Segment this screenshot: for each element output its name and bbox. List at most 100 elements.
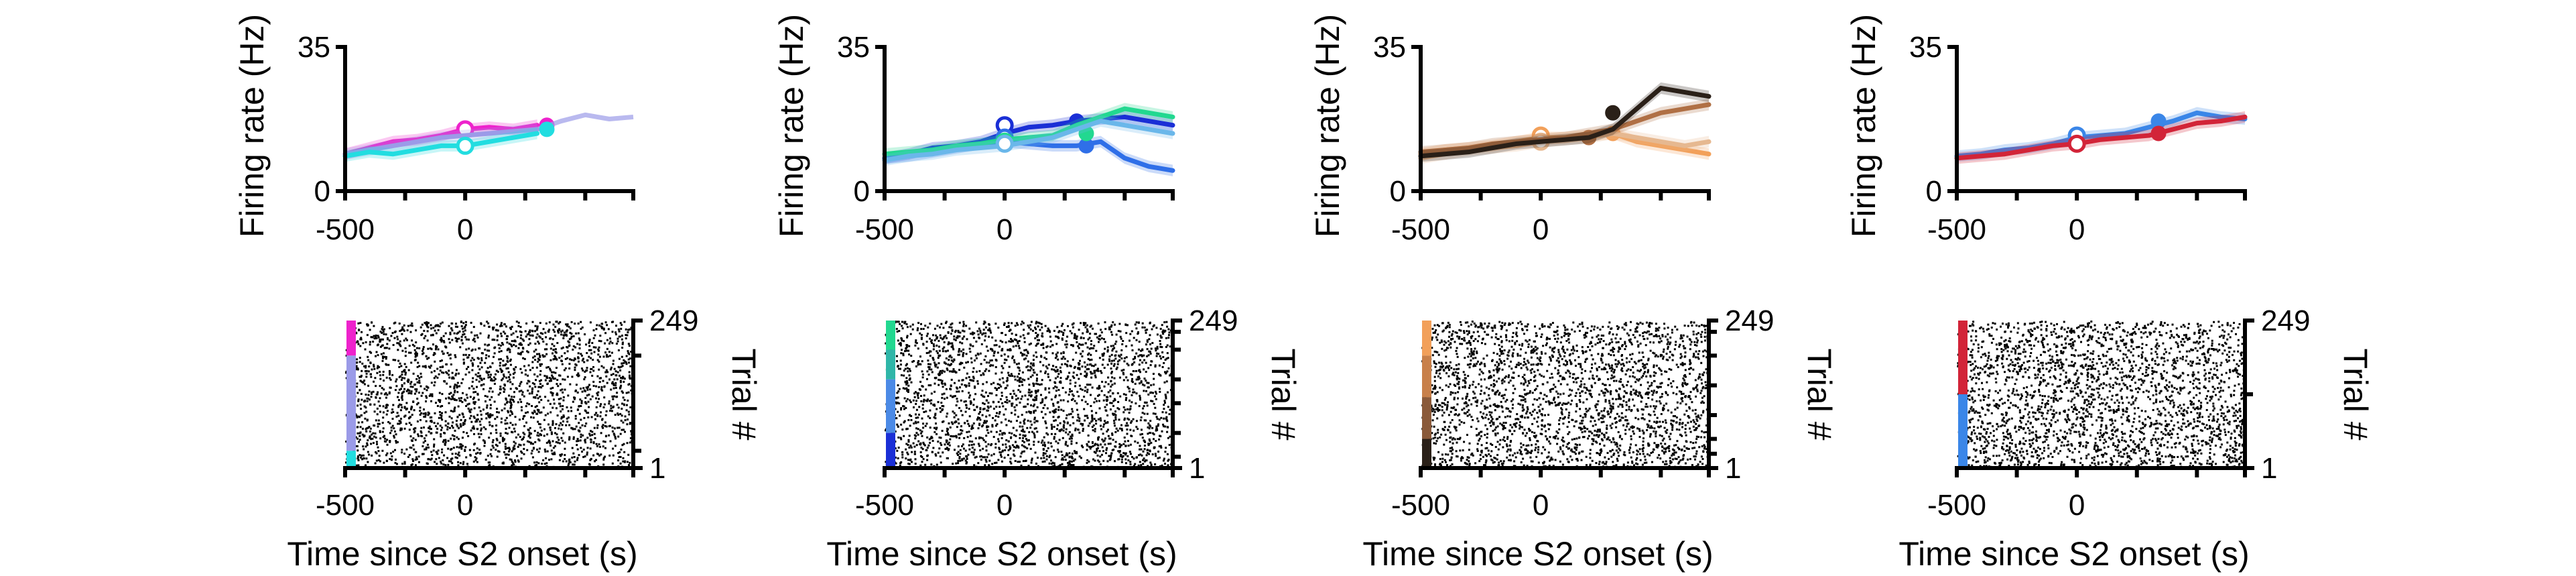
spike: [1068, 394, 1070, 396]
spike: [937, 441, 940, 443]
spike: [1043, 457, 1045, 459]
spike: [550, 380, 552, 382]
spike: [537, 438, 540, 441]
spike: [545, 343, 548, 345]
spike: [1028, 343, 1031, 346]
spike: [430, 334, 432, 337]
spike: [487, 336, 490, 339]
spike: [393, 331, 396, 333]
spike: [401, 385, 403, 388]
spike: [512, 332, 515, 335]
spike: [477, 375, 480, 378]
spike: [974, 354, 977, 357]
spike: [938, 345, 940, 348]
spike: [929, 337, 931, 340]
spike: [511, 325, 513, 328]
spike: [442, 463, 445, 466]
spike: [913, 406, 915, 408]
spike: [1057, 389, 1060, 392]
spike: [1155, 355, 1158, 357]
spike: [454, 337, 457, 339]
spike: [1100, 443, 1102, 446]
spike: [1023, 430, 1026, 433]
spike: [1070, 464, 1072, 466]
series-line-4: [1418, 85, 1712, 159]
spike: [942, 369, 944, 372]
spike: [1019, 369, 1021, 372]
spike: [536, 325, 539, 328]
spike: [480, 418, 483, 420]
spike: [625, 328, 627, 331]
spike: [926, 400, 929, 402]
spike: [1024, 435, 1027, 437]
spike: [467, 365, 470, 368]
spike: [897, 425, 899, 428]
spike: [1001, 392, 1003, 394]
spike: [626, 423, 629, 426]
spike: [950, 326, 953, 329]
spike: [472, 460, 475, 463]
spike: [1064, 455, 1066, 458]
spike: [580, 433, 582, 436]
spike: [355, 368, 358, 371]
spike: [357, 340, 359, 343]
x-tick-label: 0: [2069, 213, 2085, 246]
spike: [1035, 380, 1038, 382]
spike: [1026, 447, 1029, 450]
spike: [472, 449, 475, 451]
spike: [1130, 373, 1132, 376]
spike: [1118, 376, 1121, 379]
spike: [375, 351, 378, 353]
spike: [464, 353, 467, 356]
spike: [461, 401, 464, 404]
spike: [499, 433, 502, 435]
spike: [525, 335, 527, 338]
spike: [1118, 443, 1121, 445]
spike: [1050, 433, 1053, 435]
spike: [926, 447, 929, 449]
spike: [576, 391, 579, 394]
spike: [364, 348, 367, 351]
spike: [581, 424, 584, 426]
spike: [1010, 462, 1013, 465]
spike: [990, 364, 992, 367]
spike: [395, 433, 397, 436]
spike: [972, 337, 975, 339]
spike: [375, 441, 378, 443]
spike: [618, 426, 621, 429]
spike: [548, 439, 550, 442]
spike: [452, 398, 454, 400]
spike: [413, 428, 415, 430]
spike: [604, 455, 606, 458]
spike: [491, 445, 494, 447]
spike: [578, 347, 581, 349]
spike: [1086, 324, 1088, 327]
spike: [537, 360, 539, 363]
spike: [977, 333, 980, 336]
spike: [1131, 330, 1133, 333]
spike: [1015, 345, 1017, 347]
spike: [962, 348, 965, 351]
spike: [1146, 339, 1149, 342]
spike: [1026, 350, 1029, 353]
spike: [569, 327, 572, 330]
spike: [561, 388, 564, 391]
spike: [950, 435, 952, 437]
spike: [499, 325, 501, 327]
spike: [377, 446, 379, 449]
spike: [480, 357, 483, 359]
spike: [420, 419, 422, 421]
spike: [1062, 355, 1065, 358]
spike: [373, 363, 375, 366]
spike: [560, 422, 562, 424]
spike: [1026, 439, 1029, 442]
spike: [1025, 354, 1028, 357]
spike: [509, 359, 511, 362]
spike: [558, 424, 561, 426]
spike: [1078, 455, 1081, 458]
spike: [986, 429, 988, 431]
spike: [422, 348, 424, 351]
spike: [411, 414, 413, 416]
spike: [389, 452, 392, 455]
spike: [397, 404, 400, 407]
